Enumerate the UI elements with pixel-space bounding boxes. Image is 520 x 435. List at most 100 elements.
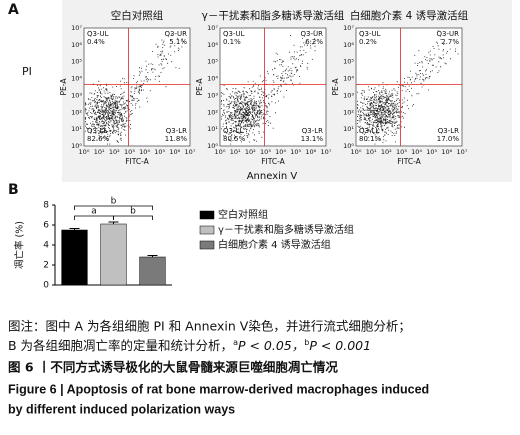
y-tick-label: 10⁷ — [343, 24, 354, 32]
x-tick-label: 10⁷ — [457, 148, 468, 156]
error-bar — [69, 228, 80, 230]
plot-y-label: PE-A — [331, 78, 340, 96]
quadrant-name: Q3-LL — [223, 127, 243, 135]
y-tick-label: 10⁵ — [71, 58, 82, 66]
y-tick-label: 10⁴ — [207, 75, 218, 83]
quadrant-name: Q3-UR — [301, 30, 324, 38]
quadrant-percent: 5.1% — [169, 38, 187, 46]
x-tick-label: 10⁵ — [154, 148, 165, 156]
event-cloud — [357, 30, 459, 145]
caption-title-en: by different induced polarization ways — [8, 402, 235, 416]
plot-title: γ－干扰素和脂多糖诱导激活组 — [202, 9, 345, 22]
significance-label: b — [130, 207, 136, 217]
quadrant-name: Q3-LR — [166, 127, 187, 135]
sig-mark: a — [233, 338, 238, 347]
legend-label: γ－干扰素和脂多糖诱导激活组 — [218, 223, 354, 236]
x-tick-label: 10⁰ — [79, 148, 90, 156]
x-tick-label: 10⁵ — [426, 148, 437, 156]
error-bar — [147, 255, 158, 257]
quadrant-name: Q3-UL — [359, 30, 381, 38]
y-tick-label: 10⁰ — [343, 142, 354, 150]
quadrant-percent: 17.0% — [437, 135, 460, 143]
caption-note: B 为各组细胞凋亡率的定量和统计分析，aP < 0.05，bP < 0.001 — [8, 338, 371, 353]
y-tick-label: 10³ — [343, 91, 354, 99]
x-tick-label: 10¹ — [366, 148, 377, 156]
quadrant-name: Q3-LR — [302, 127, 323, 135]
y-axis-label: PI — [22, 65, 32, 78]
event-cloud — [221, 30, 316, 145]
panel-label: A — [8, 2, 19, 18]
y-tick-label: 10² — [207, 108, 218, 116]
significance-label: b — [111, 197, 117, 207]
legend-swatch — [199, 225, 215, 235]
significance-bracket — [74, 205, 153, 210]
y-axis-label: 凋亡率 (%) — [14, 221, 26, 269]
caption-title-en: Figure 6 | Apoptosis of rat bone marrow-… — [8, 382, 429, 396]
y-tick-label: 0 — [43, 281, 49, 291]
quadrant-percent: 0.1% — [223, 38, 241, 46]
bar — [139, 256, 166, 286]
y-tick-label: 10⁶ — [343, 41, 354, 49]
sig-note: P < 0.001 — [309, 338, 371, 353]
legend-label: 空白对照组 — [218, 208, 268, 221]
y-tick-label: 10³ — [207, 91, 218, 99]
caption-note: B 为各组细胞凋亡率的定量和统计分析， — [8, 338, 233, 353]
quadrant-name: Q3-UL — [87, 30, 109, 38]
y-tick-label: 10⁷ — [207, 24, 218, 32]
x-tick-label: 10⁴ — [139, 148, 150, 156]
x-tick-label: 10⁶ — [305, 148, 316, 156]
plot-frame — [219, 27, 327, 147]
y-tick-label: 10⁵ — [207, 58, 218, 66]
quadrant-percent: 13.1% — [301, 135, 324, 143]
quadrant-name: Q3-LL — [359, 127, 379, 135]
legend-label: 白细胞介素 4 诱导激活组 — [218, 238, 331, 251]
x-tick-label: 10¹ — [230, 148, 241, 156]
x-tick-label: 10⁶ — [441, 148, 452, 156]
bar — [61, 229, 88, 286]
quadrant-percent: 0.2% — [359, 38, 377, 46]
significance-bracket — [74, 215, 114, 220]
plot-title: 空白对照组 — [111, 9, 164, 22]
quadrant-percent: 2.7% — [441, 38, 459, 46]
y-tick-label: 10¹ — [71, 125, 82, 133]
x-tick-label: 10¹ — [94, 148, 105, 156]
x-axis-label: Annexin V — [247, 171, 298, 182]
plot-x-label: FITC-A — [397, 157, 421, 166]
quadrant-percent: 80.1% — [359, 135, 382, 143]
y-tick-label: 4 — [43, 241, 49, 251]
y-tick-label: 2 — [43, 261, 49, 271]
x-tick-label: 10³ — [124, 148, 135, 156]
panel-label: B — [8, 182, 19, 198]
y-tick-label: 10⁴ — [343, 75, 354, 83]
y-tick-label: 10⁶ — [71, 41, 82, 49]
y-tick-label: 10⁴ — [71, 75, 82, 83]
y-tick-label: 10² — [71, 108, 82, 116]
x-tick-label: 10⁵ — [290, 148, 301, 156]
sig-mark: b — [304, 338, 309, 347]
x-tick-label: 10⁴ — [411, 148, 422, 156]
plot-x-label: FITC-A — [261, 157, 285, 166]
quadrant-percent: 11.8% — [165, 135, 188, 143]
significance-bracket — [113, 215, 153, 220]
plot-x-label: FITC-A — [125, 157, 149, 166]
quadrant-name: Q3-UR — [165, 30, 188, 38]
y-tick-label: 10⁰ — [71, 142, 82, 150]
x-tick-label: 10⁷ — [321, 148, 332, 156]
significance-label: a — [91, 207, 97, 217]
y-tick-label: 10¹ — [207, 125, 218, 133]
x-tick-label: 10² — [245, 148, 256, 156]
plot-y-label: PE-A — [59, 78, 68, 96]
y-tick-label: 10⁰ — [207, 142, 218, 150]
caption-note: 图注：图中 A 为各组细胞 PI 和 Annexin V染色，并进行流式细胞分析… — [8, 319, 411, 334]
quadrant-percent: 80.5% — [223, 135, 246, 143]
y-tick-label: 10² — [343, 108, 354, 116]
y-tick-label: 10⁵ — [343, 58, 354, 66]
quadrant-name: Q3-UR — [437, 30, 460, 38]
quadrant-name: Q3-LL — [87, 127, 107, 135]
y-tick-label: 10⁷ — [71, 24, 82, 32]
y-tick-label: 6 — [43, 221, 49, 231]
x-tick-label: 10³ — [260, 148, 271, 156]
plot-y-label: PE-A — [195, 78, 204, 96]
x-tick-label: 10⁴ — [275, 148, 286, 156]
